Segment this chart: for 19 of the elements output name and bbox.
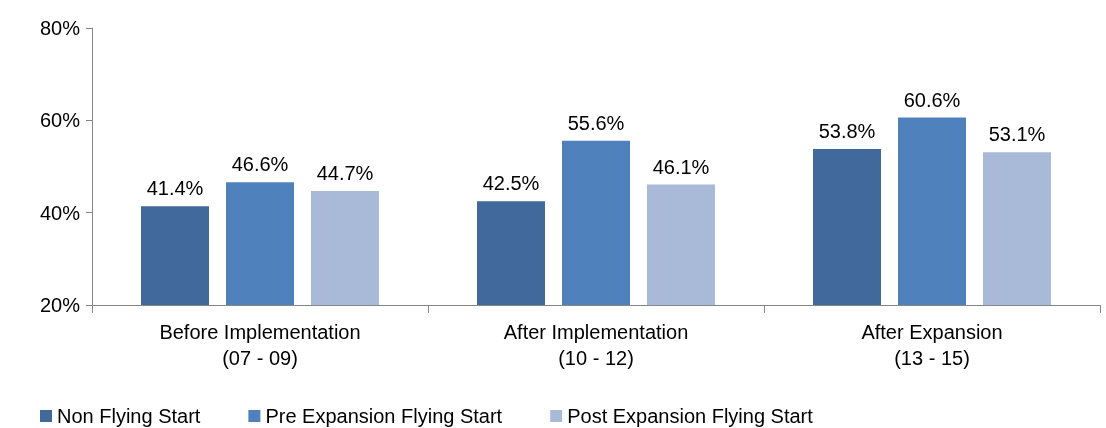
data-label: 53.8% xyxy=(818,119,876,142)
y-tick-label: 20% xyxy=(39,294,81,316)
data-label: 46.6% xyxy=(231,153,289,176)
legend-label: Non Flying Start xyxy=(57,405,201,427)
y-tick-label: 80% xyxy=(39,17,81,39)
data-label: 60.6% xyxy=(903,88,961,111)
legend-label: Post Expansion Flying Start xyxy=(567,405,814,427)
data-label: 42.5% xyxy=(482,172,540,195)
y-tick-label: 40% xyxy=(39,201,81,224)
data-label: 44.7% xyxy=(316,161,374,184)
data-label: 41.4% xyxy=(146,177,204,200)
y-tick-label: 60% xyxy=(39,109,81,132)
legend-label: Pre Expansion Flying Start xyxy=(265,405,503,427)
data-label: 55.6% xyxy=(567,111,625,134)
x-tick-label: Before Implementation (07 - 09) xyxy=(159,321,361,369)
data-label: 46.1% xyxy=(652,155,710,178)
data-label: 53.1% xyxy=(988,123,1046,146)
x-tick-label: After Expansion (13 - 15) xyxy=(861,321,1003,369)
x-tick-label: After Implementation (10 - 12) xyxy=(503,321,689,369)
